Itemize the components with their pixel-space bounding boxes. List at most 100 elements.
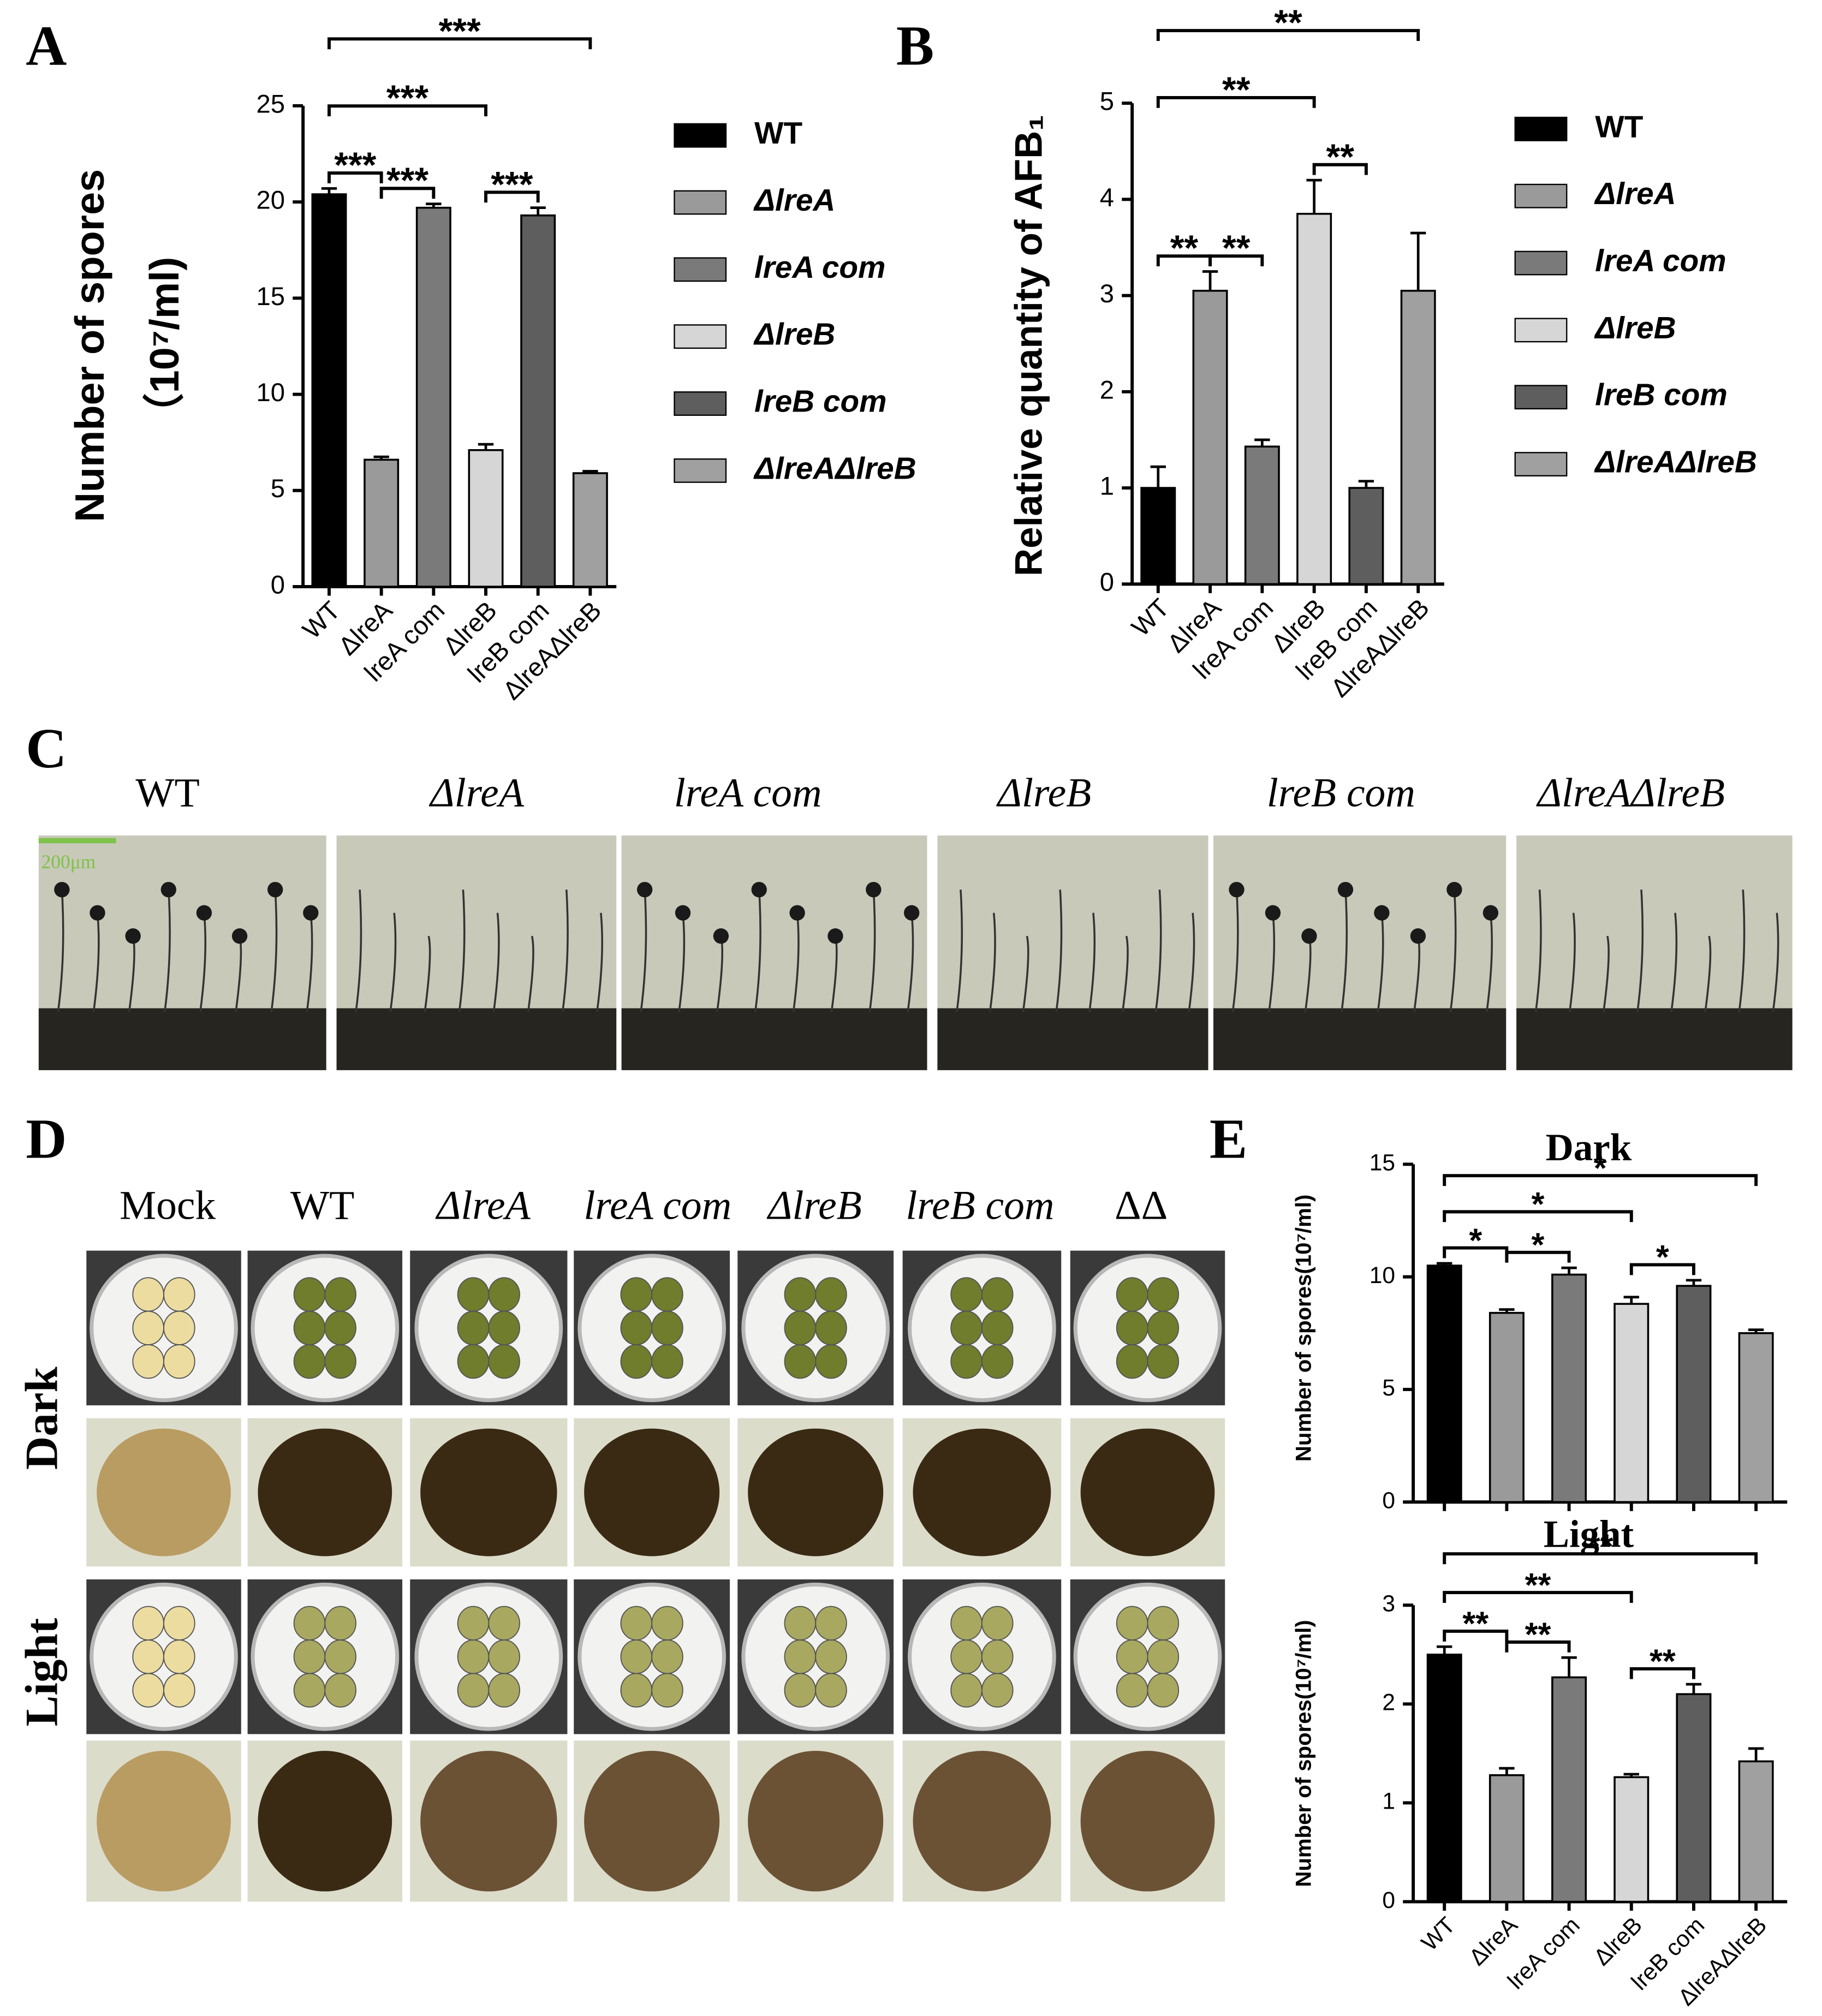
hypha [1377,912,1384,1012]
seed [293,1344,326,1379]
seed [651,1606,683,1641]
y-tick-label: 5 [1382,1375,1395,1401]
hypha [1670,912,1678,1012]
y-tick-label: 0 [1382,1888,1395,1913]
seed-closeup [258,1751,392,1892]
x-tick-label: ΔlreA [1464,1912,1523,1971]
micrograph-base [38,1008,326,1070]
bar [1738,1760,1774,1903]
error-bar [1437,1262,1452,1266]
seed [784,1639,817,1674]
significance-bracket [1505,1640,1571,1653]
legend-swatch [674,324,727,349]
column-label: lreA com [583,1183,731,1228]
seed [324,1277,356,1312]
legend-label: WT [754,116,803,151]
error-bar [1306,178,1322,214]
legend-swatch [1514,318,1568,343]
seed [784,1344,817,1379]
seed [620,1310,653,1345]
column-label: ΔlreA [435,1183,531,1228]
hypha [389,912,397,1012]
seed [457,1673,490,1708]
hypha [1055,890,1063,1012]
error-bar [1150,465,1166,488]
seed [1147,1344,1180,1379]
seed [651,1344,683,1379]
bar [1551,1273,1587,1504]
y-tick-label: 0 [271,570,285,599]
seed [950,1277,983,1312]
conidium [751,881,767,898]
seed [293,1639,326,1674]
y-axis-label: Number of spores(10⁷/ml) [1291,1620,1315,1887]
hypha [561,890,569,1012]
seed [981,1673,1014,1708]
hypha [678,912,686,1012]
significance-label: *** [386,160,428,201]
error-bar [1561,1656,1577,1678]
seed [815,1673,847,1708]
chart-title: Dark [1546,1126,1632,1169]
legend-label: ΔlreB [753,318,835,352]
bar [1613,1776,1650,1903]
conidium [1446,881,1462,898]
error-bar [321,187,337,194]
y-tick-label: 0 [1100,568,1114,597]
bar [572,472,608,588]
seed [815,1639,847,1674]
legend-label: lreA com [1595,244,1726,278]
y-tick-label: 1 [1100,472,1114,501]
y-tick-label: 4 [1100,183,1114,212]
seed-closeup [584,1751,720,1892]
y-axis-label: （10⁷/ml) [142,257,188,434]
column-label: lreA com [674,770,822,815]
seed [784,1310,817,1345]
legend-label: lreB com [1595,378,1728,413]
hypha [596,912,603,1012]
hypha [1088,912,1096,1012]
column-label: ΔΔ [1115,1183,1168,1228]
seed-closeup [1080,1751,1215,1892]
hypha [1022,935,1029,1012]
seed [132,1310,164,1345]
error-bar [426,202,442,208]
column-label: lreB com [906,1183,1054,1228]
seed [293,1673,326,1708]
error-bar [1499,1308,1515,1313]
bar [1426,1265,1462,1504]
legend-label: lreB com [754,384,887,419]
seed [488,1310,520,1345]
legend-label: ΔlreA [1594,177,1676,211]
bar [520,214,556,588]
legend-label: ΔlreAΔlreB [753,451,916,486]
seed [163,1606,195,1641]
seed [1116,1639,1148,1674]
bar [1140,487,1176,586]
significance-label: ** [1587,1528,1613,1565]
column-label: Mock [120,1183,216,1228]
y-tick-label: 2 [1100,375,1114,404]
significance-label: *** [439,11,481,51]
seed [981,1606,1014,1641]
seed [163,1310,195,1345]
y-tick-label: 1 [1382,1789,1395,1815]
significance-bracket [328,37,592,50]
significance-bracket [1629,1667,1695,1679]
bar [1488,1311,1525,1504]
legend-swatch [674,123,727,148]
hypha [1341,890,1348,1012]
error-bar [1748,1747,1764,1762]
bar [415,206,451,588]
seed [950,1673,983,1708]
hypha [1738,890,1746,1012]
seed [1147,1310,1180,1345]
conidium [1337,881,1354,898]
significance-label: ** [1525,1566,1551,1604]
seed [457,1639,490,1674]
y-tick-label: 15 [1370,1150,1395,1176]
bar [1613,1303,1650,1504]
significance-label: *** [491,164,533,205]
seed [163,1344,195,1379]
seed [815,1606,847,1641]
